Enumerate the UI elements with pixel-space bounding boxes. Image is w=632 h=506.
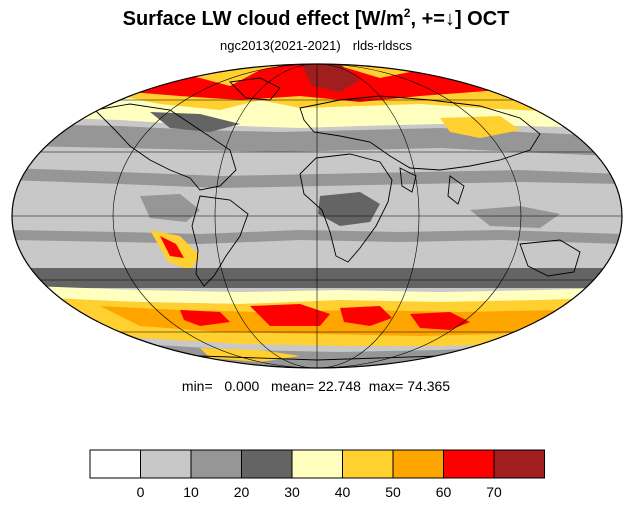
coast-north-america [94,103,237,191]
statistics-line: min= 0.000 mean= 22.748 max= 74.365 [0,377,632,395]
colorbar-tick-label: 20 [234,484,250,500]
colorbar-tick-label: 50 [385,484,401,500]
colorbar-tick-label: 30 [284,484,300,500]
stat-min-label: min= [181,378,213,394]
coast-greenland [229,77,281,101]
coast-arabia [399,167,417,193]
coast-south-america [191,195,249,287]
patch-siberia-yellow [440,116,520,138]
patch-maritime-grey [470,206,560,228]
colorbar-box [190,449,242,479]
patch-amazon-grey [140,194,200,222]
globe-outline [11,63,623,369]
colorbar-tick-label: 10 [183,484,199,500]
title-superscript: 2 [403,6,411,20]
stat-mean-label: mean= [271,378,315,394]
colorbar-box [140,449,192,479]
graticule-meridian-120 [112,64,522,368]
patch-north-atlantic-dark [150,112,240,132]
colorbar-tick-label: 60 [436,484,452,500]
stat-max-label: max= [368,378,404,394]
coast-africa [299,153,393,263]
colorbar-tick-label: 0 [137,484,145,500]
patch-central-africa-dark [318,192,380,226]
band-southern-darkgrey [12,268,620,288]
stat-max-value: 74.365 [407,378,451,394]
patch-southern-red-2 [340,306,392,326]
title-main: Surface LW cloud effect [W/m [122,8,404,30]
graticule [12,64,622,368]
patch-southern-red-1 [250,304,330,326]
colorbar-box [342,449,394,479]
coastlines [79,77,581,361]
band-southern-pale [30,286,610,304]
colorbar-box [291,449,343,479]
plot-title: Surface LW cloud effect [W/m2, +=↓] OCT [0,6,632,32]
colorbar: 0 10 20 30 40 50 60 70 [89,449,545,500]
band-itcz-north [12,168,622,188]
stat-min-value: 0.000 [224,378,260,394]
patch-southern-red-4 [180,310,230,326]
coast-australia [519,239,581,277]
subtitle-case: ngc2013(2021-2021) [220,38,341,53]
colorbar-tick-label: 70 [486,484,502,500]
colorbar-box [241,449,293,479]
patch-south-america-red [160,236,184,258]
coast-eurasia [299,95,541,171]
colorbar-box [443,449,495,479]
coast-india [447,175,465,205]
colorbar-labels: 0 10 20 30 40 50 60 70 [137,484,502,500]
patch-southern-red-3 [410,312,470,330]
colorbar-boxes [89,449,545,479]
colorbar-box [493,449,545,479]
colorbar-box [392,449,444,479]
title-suffix: , +=↓] OCT [410,8,510,30]
colorbar-tick-label: 40 [335,484,351,500]
colorbar-box [89,449,141,479]
subtitle-variable: rlds-rldscs [352,38,412,53]
stat-mean-value: 22.748 [318,378,361,394]
plot-subtitle: ngc2013(2021-2021) rlds-rldscs [0,38,632,54]
graticule-meridian-60 [214,64,420,368]
